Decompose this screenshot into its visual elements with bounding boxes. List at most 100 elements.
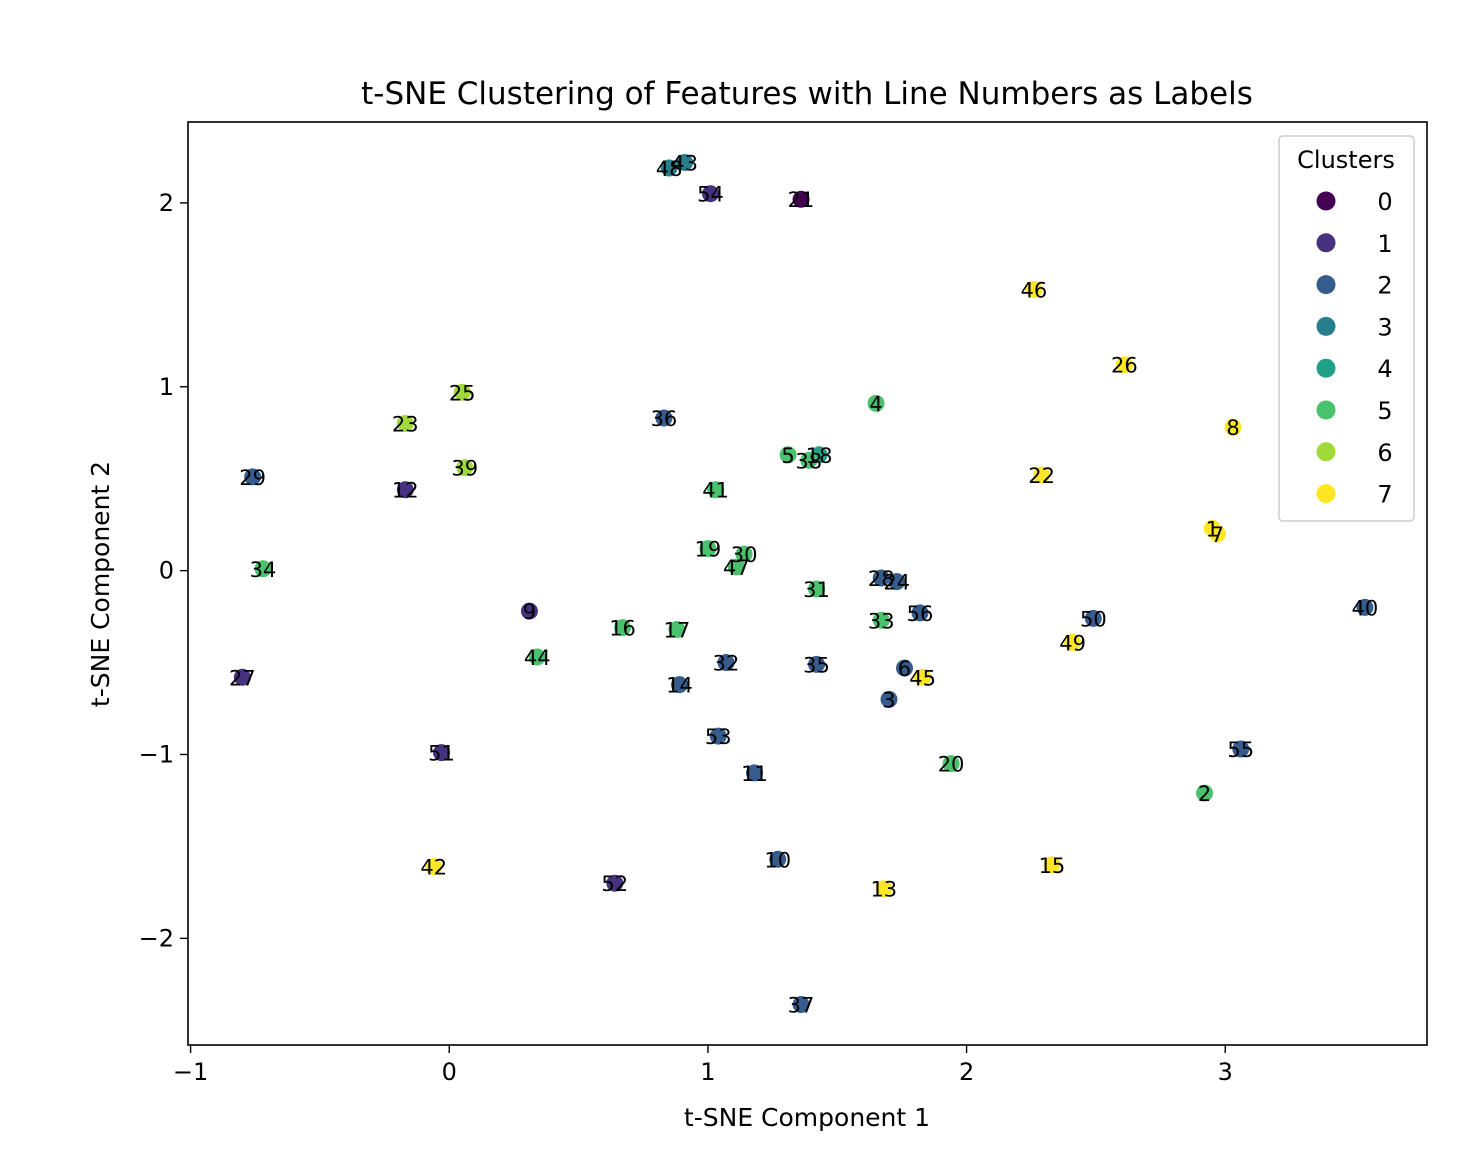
legend-marker [1316,442,1336,462]
legend-marker [1316,191,1336,211]
point-label: 20 [938,753,965,777]
data-point [425,858,443,876]
data-point [872,611,890,629]
data-point [1033,466,1051,484]
legend-label: 7 [1377,481,1392,509]
data-point [808,580,826,598]
point-label: 41 [702,479,729,503]
y-tick-label: −1 [139,740,174,768]
point-label: 15 [1039,854,1066,878]
data-point [1356,598,1374,616]
x-tick-label: −1 [173,1058,208,1086]
point-label: 30 [731,543,758,567]
point-label: 31 [803,578,830,602]
point-label: 36 [651,407,678,431]
data-point [914,668,932,686]
data-point [520,602,538,620]
data-point [528,648,546,666]
point-label: 40 [1352,596,1379,620]
point-label: 14 [666,674,693,698]
point-label: 37 [788,994,815,1018]
y-tick-label: −2 [139,924,174,952]
data-point [779,446,797,464]
data-point [432,744,450,762]
legend-marker [1316,484,1336,504]
legend-marker [1316,233,1336,253]
data-point [727,558,745,576]
point-label: 21 [788,188,815,212]
data-point [396,481,414,499]
point-label: 29 [239,466,266,490]
point-label: 51 [428,742,455,766]
data-point [888,573,906,591]
point-label: 39 [451,457,478,481]
point-label: 32 [713,652,740,676]
data-point [1232,740,1250,758]
point-label: 8 [1226,416,1239,440]
data-point [456,459,474,477]
legend-marker [1316,316,1336,336]
data-point [233,668,251,686]
legend-label: 2 [1377,272,1392,300]
data-point [660,159,678,177]
point-label: 16 [609,617,636,641]
data-point [676,153,694,171]
point-label: 28 [868,567,895,591]
data-point [1043,856,1061,874]
point-label: 35 [803,653,830,677]
data-point [942,755,960,773]
y-tick-label: 0 [159,557,174,585]
legend-marker [1316,400,1336,420]
point-label: 7 [1211,523,1224,547]
plot-frame [187,121,1428,1046]
point-label: 43 [671,151,698,175]
point-label: 27 [229,666,256,690]
x-tick-label: 1 [700,1058,715,1086]
x-tick-label: 3 [1218,1058,1233,1086]
data-point [735,545,753,563]
data-point [655,409,673,427]
point-label: 56 [907,602,934,626]
data-point [1224,418,1242,436]
data-point [244,468,262,486]
point-label: 42 [420,856,447,880]
legend-label: 3 [1377,313,1392,341]
point-label: 25 [449,381,476,405]
y-tick-label: 1 [159,373,174,401]
data-point [800,451,818,469]
data-point [707,481,725,499]
point-label: 13 [870,878,897,902]
point-label: 53 [705,725,732,749]
legend: Clusters 0 1 2 3 4 5 6 7 [1278,135,1415,522]
data-point [702,185,720,203]
data-point [668,620,686,638]
y-axis-label: t-SNE Component 2 [86,461,115,707]
data-point [1084,609,1102,627]
data-point [396,415,414,433]
point-label: 19 [695,538,722,562]
data-point [867,394,885,412]
point-label: 18 [806,444,833,468]
point-label: 2 [1198,782,1211,806]
data-point [453,383,471,401]
point-label: 6 [898,657,911,681]
point-label: 38 [795,449,822,473]
data-point [769,850,787,868]
point-label: 34 [250,558,277,582]
data-point [875,880,893,898]
data-point [792,190,810,208]
data-point [699,540,717,558]
legend-marker [1316,275,1336,295]
data-point [606,874,624,892]
point-label: 50 [1080,607,1107,631]
x-tick-label: 0 [442,1058,457,1086]
legend-box [1278,135,1415,522]
x-axis-label: t-SNE Component 1 [684,1103,930,1132]
point-label: 3 [882,688,895,712]
legend-label: 1 [1377,230,1392,258]
point-label: 22 [1028,464,1055,488]
data-point [709,727,727,745]
